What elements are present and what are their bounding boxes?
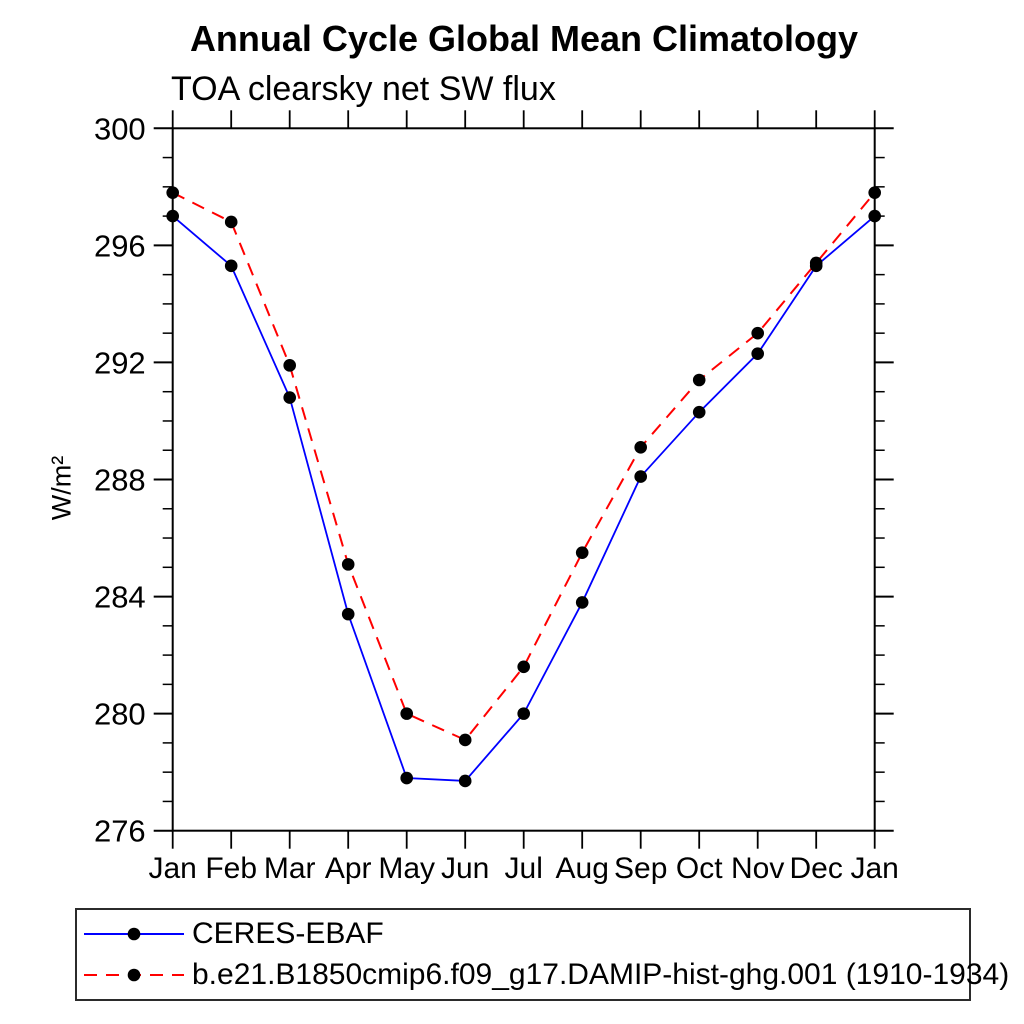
data-point-marker: [224, 259, 238, 273]
data-point-marker: [166, 186, 179, 199]
data-point-marker: [692, 373, 706, 387]
data-point-marker: [868, 209, 881, 223]
data-point-marker: [400, 771, 414, 785]
legend-marker-dot: [127, 968, 141, 982]
data-point-marker: [692, 405, 706, 419]
y-tick-label: 292: [94, 345, 146, 380]
series-line-model-run: [172, 191, 876, 742]
y-tick-label: 288: [94, 463, 146, 498]
x-tick-label: Sep: [614, 852, 667, 885]
data-point-marker: [283, 391, 297, 404]
data-point-marker: [458, 774, 472, 788]
y-tick-label: 296: [94, 228, 146, 263]
x-tick-label: Oct: [676, 852, 723, 885]
chart-title: Annual Cycle Global Mean Climatology: [189, 18, 859, 59]
chart-subtitle: TOA clearsky net SW flux: [171, 70, 556, 108]
data-point-marker: [166, 209, 179, 223]
x-tick-label: Jul: [505, 852, 543, 885]
data-point-marker: [517, 707, 530, 720]
legend-label-ceres-ebaf: CERES-EBAF: [192, 917, 384, 950]
legend-line-sample-solid-blue: [84, 927, 184, 941]
x-tick-label: Feb: [205, 852, 257, 885]
data-point-marker: [634, 470, 647, 483]
data-point-marker: [575, 596, 589, 609]
series-line-ceres-ebaf: [172, 215, 876, 782]
data-point-marker: [283, 359, 297, 372]
legend-item-model-run: b.e21.B1850cmip6.f09_g17.DAMIP-hist-ghg.…: [82, 955, 1009, 996]
data-point-marker: [634, 441, 647, 454]
legend-line-sample-dashed-red: [84, 968, 184, 982]
y-tick-label: 280: [94, 697, 146, 732]
x-tick-label: Jan: [851, 852, 899, 885]
x-tick-label: Apr: [325, 852, 372, 885]
data-point-marker: [809, 256, 823, 270]
data-point-marker: [868, 186, 881, 199]
x-tick-label: May: [378, 852, 435, 885]
legend: CERES-EBAF b.e21.B1850cmip6.f09_g17.DAMI…: [75, 908, 1009, 1001]
data-point-marker: [224, 215, 238, 229]
y-tick-label: 276: [94, 814, 146, 849]
x-tick-label: Aug: [556, 852, 609, 885]
y-tick-label: 284: [94, 580, 146, 615]
data-point-marker: [517, 660, 530, 674]
legend-item-ceres-ebaf: CERES-EBAF: [82, 914, 969, 955]
data-point-marker: [458, 733, 472, 747]
data-point-marker: [751, 347, 764, 360]
data-point-marker: [341, 607, 355, 621]
data-point-marker: [575, 546, 589, 559]
x-tick-label: Dec: [790, 852, 843, 885]
y-tick-label: 300: [94, 111, 146, 146]
data-point-marker: [400, 707, 414, 720]
plot-frame: [171, 127, 876, 832]
data-point-marker: [751, 326, 764, 340]
x-tick-label: Nov: [731, 852, 784, 885]
data-point-marker: [341, 558, 355, 571]
x-tick-label: Mar: [264, 852, 316, 885]
legend-marker-dot: [127, 927, 141, 941]
legend-label-model-run: b.e21.B1850cmip6.f09_g17.DAMIP-hist-ghg.…: [192, 958, 1010, 991]
x-tick-label: Jun: [441, 852, 489, 885]
x-tick-label: Jan: [149, 852, 197, 885]
